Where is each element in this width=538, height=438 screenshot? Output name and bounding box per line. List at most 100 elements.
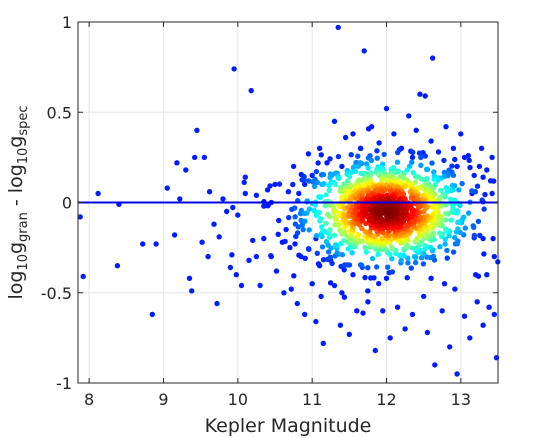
data-point xyxy=(311,183,318,190)
data-point xyxy=(448,217,454,223)
data-point xyxy=(281,290,287,296)
data-point xyxy=(418,162,424,168)
data-point xyxy=(365,288,371,294)
data-point xyxy=(357,262,364,268)
data-point xyxy=(442,236,448,242)
data-point xyxy=(361,48,367,54)
data-point xyxy=(448,196,454,202)
data-point xyxy=(430,230,436,236)
data-point xyxy=(224,208,230,215)
data-point xyxy=(383,275,390,281)
data-point xyxy=(429,160,435,166)
data-point xyxy=(250,237,256,244)
data-point xyxy=(334,250,340,256)
data-point xyxy=(214,300,220,307)
data-point xyxy=(296,190,302,197)
data-point xyxy=(177,196,183,202)
data-point xyxy=(305,246,312,252)
data-point xyxy=(461,154,468,161)
data-point xyxy=(431,169,437,175)
data-point xyxy=(396,191,403,197)
data-point xyxy=(331,118,338,125)
data-point xyxy=(261,203,267,209)
data-point xyxy=(302,311,308,318)
data-point xyxy=(456,187,462,193)
data-point xyxy=(316,209,322,216)
data-point xyxy=(301,177,307,183)
data-point xyxy=(389,256,395,262)
data-point xyxy=(373,246,379,252)
data-point xyxy=(455,226,461,232)
data-point xyxy=(408,195,415,201)
data-point xyxy=(201,154,208,161)
data-point xyxy=(319,224,325,230)
data-point xyxy=(462,225,468,231)
data-point xyxy=(405,255,411,261)
data-point xyxy=(318,152,324,158)
data-point xyxy=(380,308,386,314)
data-point xyxy=(466,157,472,163)
data-point xyxy=(427,223,434,229)
data-point xyxy=(474,299,480,305)
data-point xyxy=(339,290,345,296)
data-point xyxy=(374,264,380,270)
data-point xyxy=(371,275,377,281)
data-point xyxy=(253,253,260,260)
data-point xyxy=(469,188,475,194)
data-point xyxy=(288,286,294,292)
data-point xyxy=(286,214,292,221)
data-point xyxy=(242,190,248,197)
data-point xyxy=(416,150,423,156)
data-point xyxy=(442,241,448,247)
data-point xyxy=(489,190,495,197)
y-axis-title: log10ggran - log10gspec xyxy=(5,105,31,299)
data-point xyxy=(282,238,288,245)
data-point xyxy=(323,220,329,226)
data-point xyxy=(411,254,418,260)
data-point xyxy=(459,180,465,187)
data-point xyxy=(409,245,416,251)
data-point xyxy=(339,163,345,170)
data-point xyxy=(395,149,401,156)
data-point xyxy=(481,251,487,257)
y-tick-label: 0.5 xyxy=(47,103,72,122)
data-point xyxy=(409,210,415,216)
data-point xyxy=(363,249,369,255)
data-point xyxy=(393,169,399,175)
data-point xyxy=(329,260,335,267)
data-point xyxy=(114,263,121,269)
data-point xyxy=(476,163,483,170)
data-point xyxy=(339,252,346,258)
data-point xyxy=(376,140,382,146)
data-point xyxy=(285,189,292,195)
data-point xyxy=(267,183,273,189)
data-point xyxy=(405,260,411,266)
data-point xyxy=(302,255,308,261)
x-tick-label: 10 xyxy=(228,390,248,409)
y-title-part: - log xyxy=(5,164,27,212)
data-point xyxy=(491,253,497,260)
data-point xyxy=(402,326,408,332)
data-point xyxy=(444,189,450,195)
data-point xyxy=(235,212,241,218)
data-point xyxy=(404,242,410,249)
data-point xyxy=(341,229,348,235)
data-point xyxy=(424,254,430,260)
data-point xyxy=(394,304,401,310)
data-point xyxy=(327,227,333,233)
data-point xyxy=(231,66,237,72)
y-title-subscript: spec xyxy=(16,105,31,135)
data-point xyxy=(385,264,391,270)
data-point xyxy=(272,181,278,188)
data-point xyxy=(294,300,300,307)
data-point xyxy=(374,148,380,154)
data-point xyxy=(199,239,205,245)
data-point xyxy=(398,252,404,258)
data-point xyxy=(420,261,427,267)
data-point xyxy=(452,234,458,241)
data-point xyxy=(238,282,245,289)
data-point xyxy=(149,311,155,318)
data-point xyxy=(350,131,356,137)
data-point xyxy=(230,204,236,211)
